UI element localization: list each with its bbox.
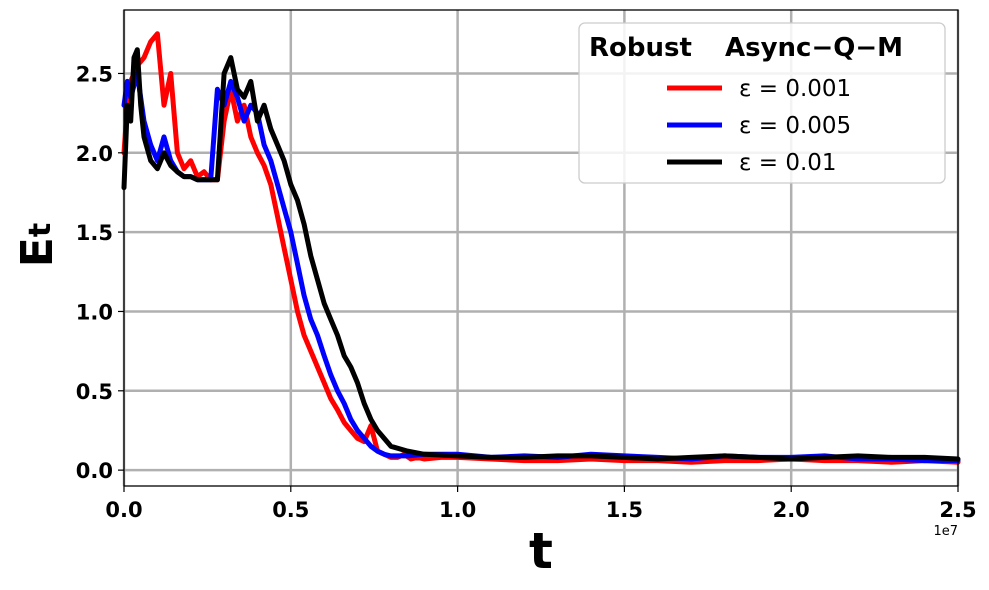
legend-label-3: ε = 0.01 — [739, 150, 837, 176]
y-axis-label: Et — [12, 223, 63, 267]
x-ticks: 0.0 0.5 1.0 1.5 2.0 2.5 — [105, 486, 977, 522]
legend-title-right: Async−Q−M — [725, 33, 903, 63]
x-tick-label: 1.5 — [606, 498, 643, 522]
x-tick-label: 2.5 — [939, 498, 976, 522]
legend-label-1: ε = 0.001 — [739, 76, 851, 102]
y-tick-label: 2.5 — [76, 62, 113, 86]
y-axis-label-main: E — [12, 237, 63, 267]
y-axis-label-subscript: t — [23, 223, 58, 237]
y-ticks: 0.0 0.5 1.0 1.5 2.0 2.5 — [76, 62, 124, 483]
x-tick-label: 1.0 — [439, 498, 476, 522]
y-tick-label: 1.5 — [76, 221, 113, 245]
legend-label-2: ε = 0.005 — [739, 113, 851, 139]
legend-title-left: Robust — [589, 33, 692, 63]
x-tick-label: 0.5 — [272, 498, 309, 522]
y-tick-label: 0.5 — [76, 380, 113, 404]
y-axis-label-group: Et — [12, 223, 63, 267]
y-tick-label: 1.0 — [76, 300, 113, 324]
plot-frame — [123, 9, 959, 487]
legend-box — [578, 22, 946, 184]
series-group — [121, 31, 961, 465]
x-tick-label: 0.0 — [105, 498, 142, 522]
series-line-1 — [121, 31, 961, 465]
y-tick-label: 0.0 — [76, 459, 113, 483]
series-line-3 — [121, 47, 961, 462]
x-tick-label: 2.0 — [773, 498, 810, 522]
y-tick-label: 2.0 — [76, 142, 113, 166]
x-axis-label: t — [529, 522, 553, 580]
legend-entries: ε = 0.001 ε = 0.005 ε = 0.01 — [667, 76, 851, 176]
x-axis-offset-label: 1e7 — [933, 524, 958, 539]
